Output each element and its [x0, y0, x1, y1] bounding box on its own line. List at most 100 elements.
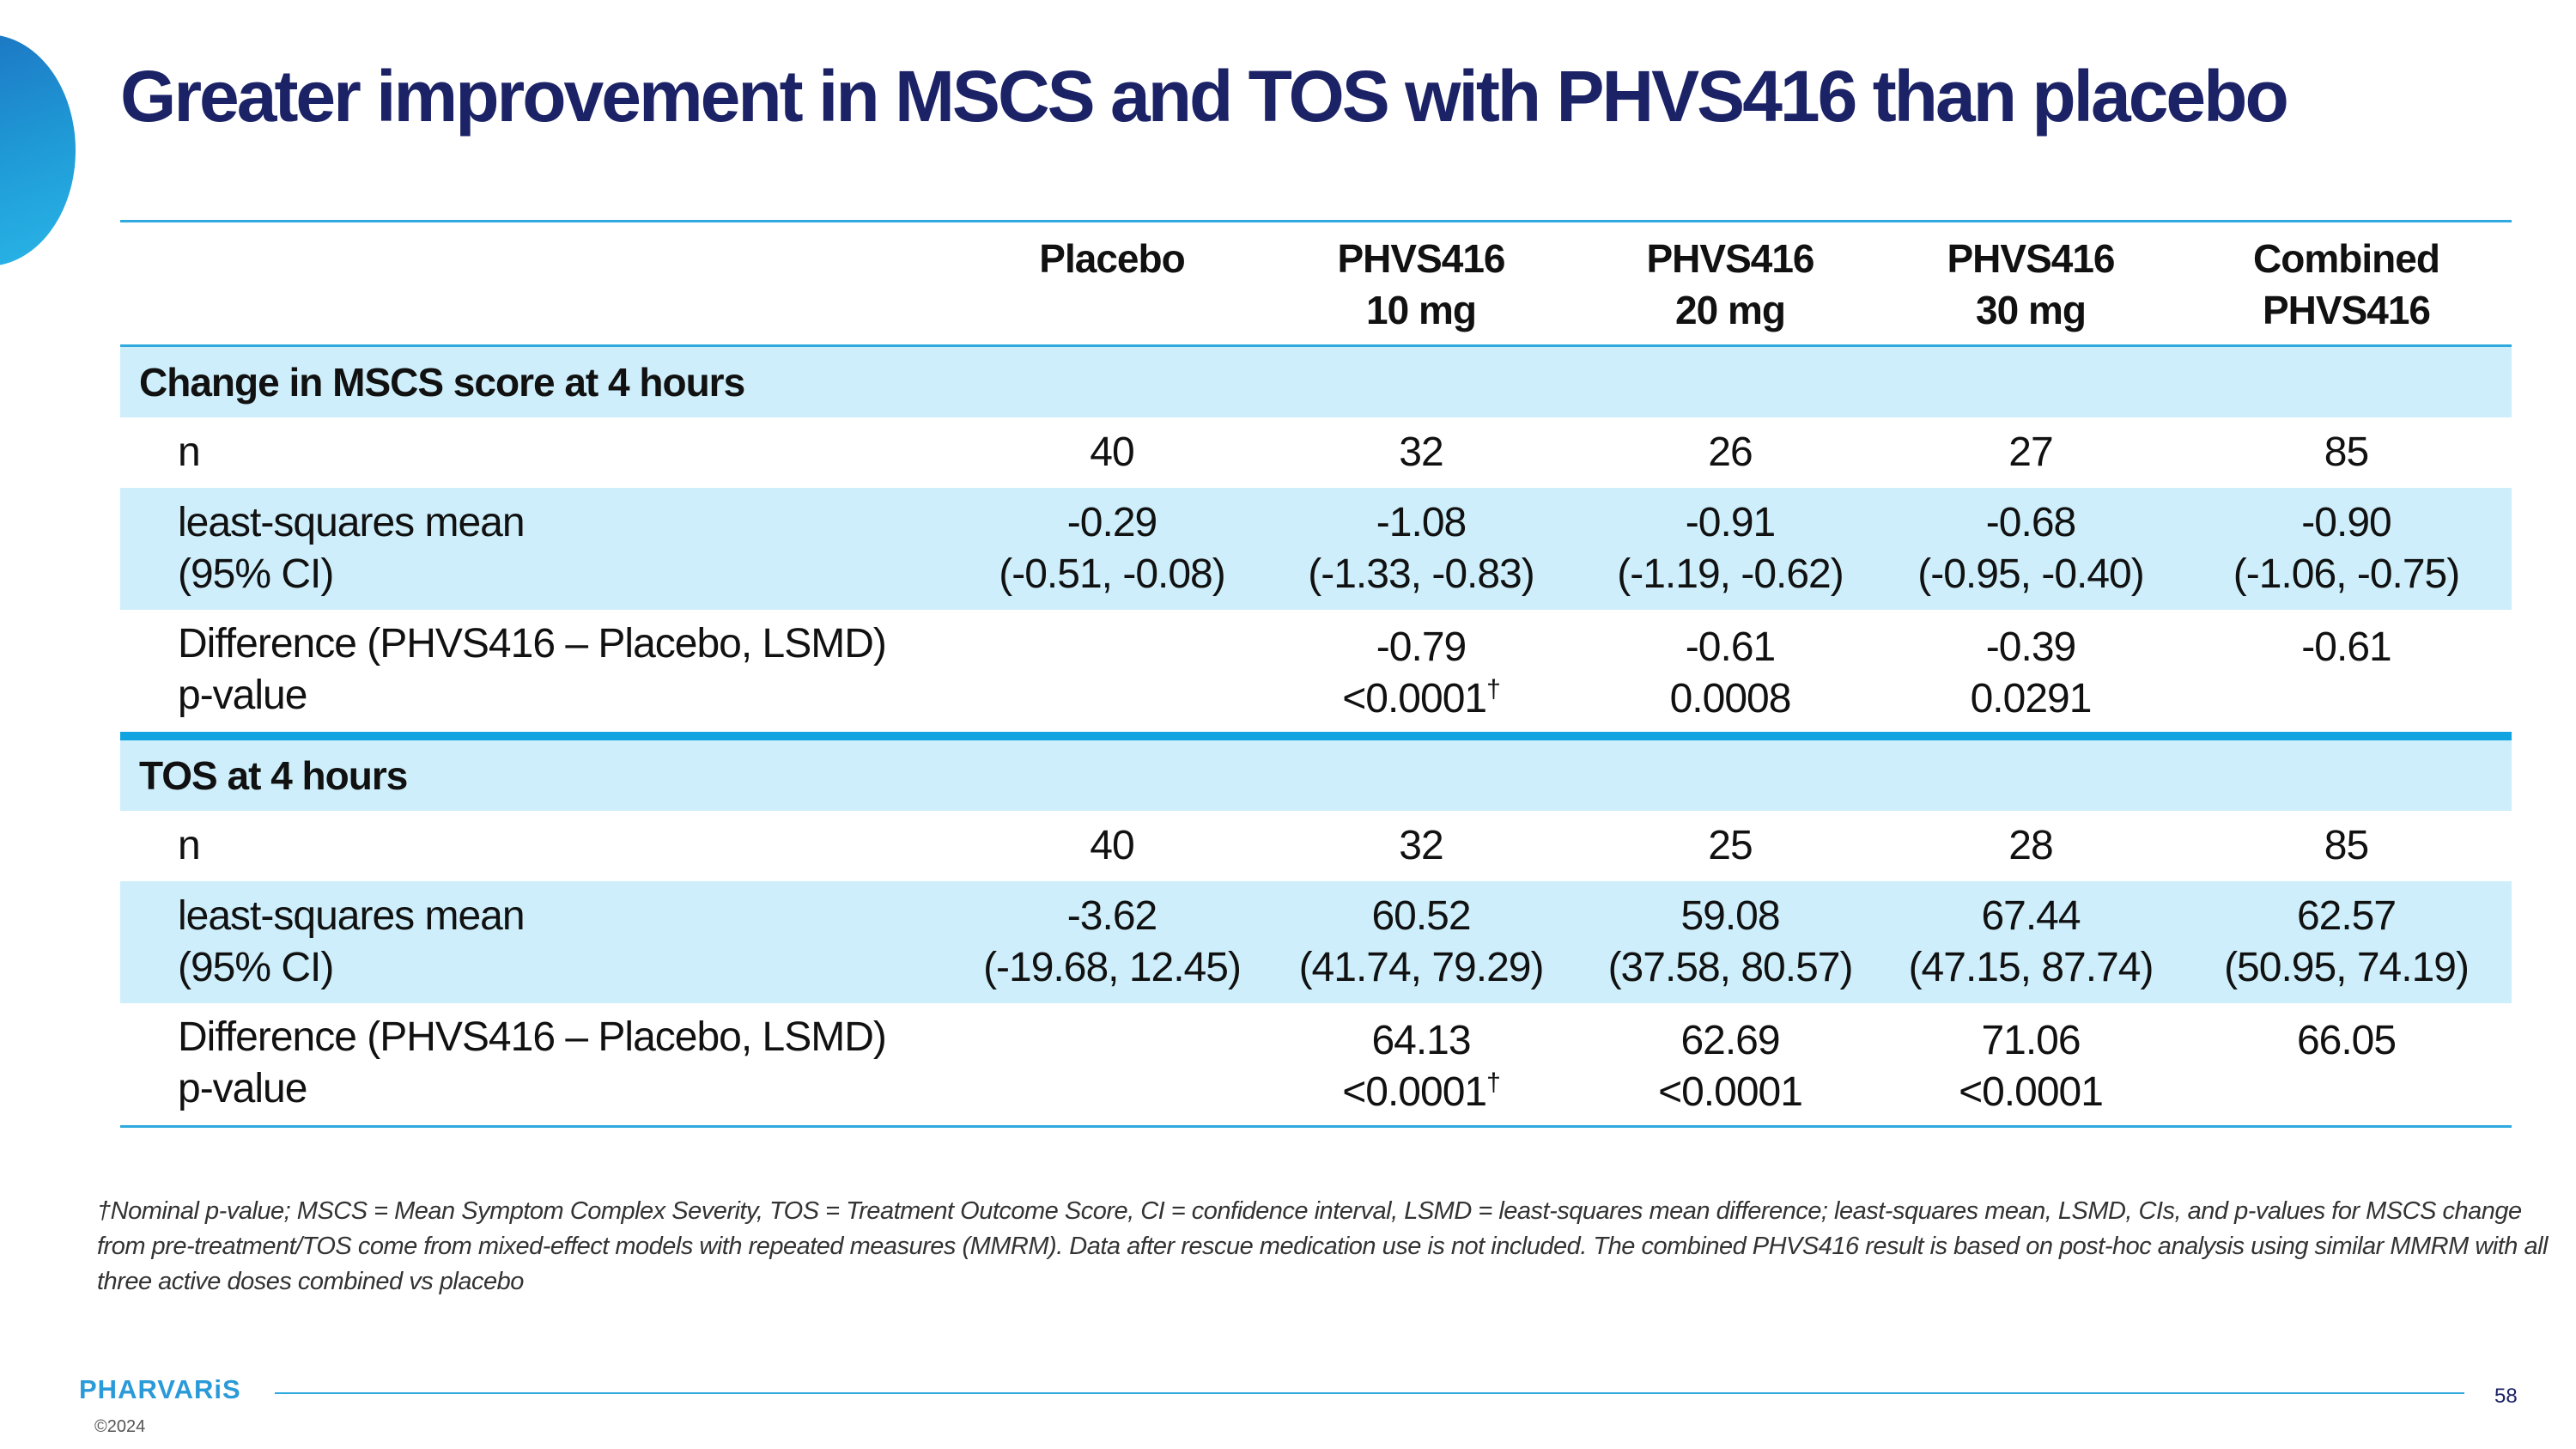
table-row: least-squares mean (95% CI) -0.29 (-0.51…	[120, 488, 2512, 610]
cell-p-value: <0.0001	[1342, 1069, 1487, 1115]
cell-p-value: <0.0001	[1959, 1069, 2104, 1115]
dagger-mark: †	[1486, 1068, 1501, 1097]
cell-p-value: <0.0001	[1658, 1069, 1803, 1115]
cell-value: 27	[2008, 429, 2053, 475]
row-label-diff: Difference (PHVS416 – Placebo, LSMD) p-v…	[120, 1003, 962, 1115]
cell-diff: -0.79 <0.0001†	[1262, 610, 1580, 725]
cell-mean: 60.52	[1371, 893, 1471, 939]
row-label-lsm: least-squares mean (95% CI)	[120, 891, 962, 994]
cell-mean: -0.68	[1985, 500, 2076, 545]
cell-diff	[962, 610, 1262, 622]
row-label-diff: Difference (PHVS416 – Placebo, LSMD) p-v…	[120, 610, 962, 721]
cell-ci: (47.15, 87.74)	[1908, 945, 2154, 990]
row-label-diff-line2: p-value	[178, 673, 307, 718]
cell-diff: 71.06 <0.0001	[1880, 1003, 2181, 1118]
cell-lsm: -0.90 (-1.06, -0.75)	[2181, 497, 2512, 600]
section-divider	[120, 732, 2512, 740]
cell-mean: -0.91	[1685, 500, 1776, 545]
cell-value: 32	[1399, 429, 1443, 475]
cell-p-value: 0.0008	[1669, 676, 1792, 721]
table-row: n 40 32 25 28 85	[120, 811, 2512, 881]
cell-diff-value: 62.69	[1680, 1018, 1780, 1063]
cell-value: 25	[1708, 823, 1753, 868]
row-label-n: n	[178, 429, 201, 475]
cell-ci: (50.95, 74.19)	[2224, 945, 2470, 990]
table-row: Difference (PHVS416 – Placebo, LSMD) p-v…	[120, 610, 2512, 732]
header-30mg: PHVS416 30 mg	[1880, 233, 2181, 336]
row-label-lsm-line2: (95% CI)	[178, 945, 334, 990]
header-rule	[120, 344, 2512, 347]
table-header-row: Placebo PHVS416 10 mg PHVS416 20 mg PHVS…	[120, 222, 2512, 344]
header-10mg: PHVS416 10 mg	[1262, 233, 1580, 336]
header-20mg-line1: PHVS416	[1646, 236, 1814, 281]
cell-ci: (41.74, 79.29)	[1298, 945, 1545, 990]
cell-diff	[962, 1003, 1262, 1015]
row-label-lsm-line1: least-squares mean	[178, 893, 526, 939]
cell-diff: 64.13 <0.0001†	[1262, 1003, 1580, 1118]
cell-diff-value: 66.05	[2296, 1018, 2397, 1063]
header-20mg-line2: 20 mg	[1675, 288, 1786, 332]
row-label-lsm: least-squares mean (95% CI)	[120, 497, 962, 600]
cell-lsm: -0.68 (-0.95, -0.40)	[1880, 497, 2181, 600]
table-row: Difference (PHVS416 – Placebo, LSMD) p-v…	[120, 1003, 2512, 1125]
cell-p-value: 0.0291	[1970, 676, 2093, 721]
cell-diff-value: -0.61	[1685, 624, 1776, 670]
header-placebo-line1: Placebo	[1039, 236, 1185, 281]
cell-ci: (-1.19, -0.62)	[1617, 551, 1844, 597]
header-10mg-line2: 10 mg	[1366, 288, 1477, 332]
cell-lsm: -0.91 (-1.19, -0.62)	[1580, 497, 1880, 600]
cell-ci: (-0.51, -0.08)	[999, 551, 1225, 597]
cell-diff: -0.61 0.0008	[1580, 610, 1880, 725]
cell-mean: 67.44	[1981, 893, 2081, 939]
cell-mean: -0.90	[2301, 500, 2391, 545]
cell-value: 85	[2324, 429, 2369, 475]
cell-mean: 62.57	[2296, 893, 2397, 939]
cell-diff: -0.61	[2181, 610, 2512, 673]
cell-mean: -1.08	[1376, 500, 1467, 545]
cell-lsm: 67.44 (47.15, 87.74)	[1880, 891, 2181, 994]
cell-p-value-wrap: <0.0001†	[1262, 673, 1580, 725]
cell-value: 85	[2324, 823, 2369, 868]
cell-ci: (-0.95, -0.40)	[1917, 551, 2144, 597]
cell-diff-value: -0.61	[2301, 624, 2391, 670]
cell-diff-value: 71.06	[1981, 1018, 2081, 1063]
header-combined-line2: PHVS416	[2262, 288, 2431, 332]
row-label-diff-line1: Difference (PHVS416 – Placebo, LSMD)	[178, 1014, 887, 1060]
cell-value: 40	[1090, 823, 1134, 868]
cell-p-value: <0.0001	[1342, 676, 1487, 721]
section-title-mscs: Change in MSCS score at 4 hours	[120, 347, 2512, 417]
dagger-mark: †	[1486, 675, 1501, 703]
cell-lsm: 60.52 (41.74, 79.29)	[1262, 891, 1580, 994]
cell-ci: (-1.06, -0.75)	[2233, 551, 2460, 597]
cell-value: 40	[1090, 429, 1134, 475]
header-30mg-line1: PHVS416	[1947, 236, 2115, 281]
cell-diff: -0.39 0.0291	[1880, 610, 2181, 725]
table-row: least-squares mean (95% CI) -3.62 (-19.6…	[120, 881, 2512, 1003]
cell-diff-value: -0.79	[1376, 624, 1467, 670]
cell-ci: (-1.33, -0.83)	[1308, 551, 1534, 597]
section-title-tos: TOS at 4 hours	[120, 740, 2512, 811]
header-20mg: PHVS416 20 mg	[1580, 233, 1880, 336]
cell-lsm: -3.62 (-19.68, 12.45)	[962, 891, 1262, 994]
cell-p-value-wrap: <0.0001†	[1262, 1067, 1580, 1118]
row-label-lsm-line1: least-squares mean	[178, 500, 526, 545]
cell-diff-value: -0.39	[1985, 624, 2076, 670]
cell-lsm: 62.57 (50.95, 74.19)	[2181, 891, 2512, 994]
header-10mg-line1: PHVS416	[1337, 236, 1505, 281]
row-label-lsm-line2: (95% CI)	[178, 551, 334, 597]
footer-rule	[275, 1392, 2464, 1394]
cell-lsm: -1.08 (-1.33, -0.83)	[1262, 497, 1580, 600]
header-combined: Combined PHVS416	[2181, 233, 2512, 336]
row-label-n: n	[178, 823, 201, 868]
corner-decoration	[0, 34, 76, 266]
header-combined-line1: Combined	[2253, 236, 2440, 281]
cell-diff: 66.05	[2181, 1003, 2512, 1067]
cell-lsm: -0.29 (-0.51, -0.08)	[962, 497, 1262, 600]
company-logo: PHARVARiS	[79, 1374, 241, 1404]
footnote: †Nominal p-value; MSCS = Mean Symptom Co…	[97, 1197, 2548, 1295]
cell-ci: (-19.68, 12.45)	[983, 945, 1242, 990]
cell-ci: (37.58, 80.57)	[1607, 945, 1854, 990]
table-top-rule	[120, 220, 2512, 222]
row-label-diff-line2: p-value	[178, 1066, 307, 1111]
